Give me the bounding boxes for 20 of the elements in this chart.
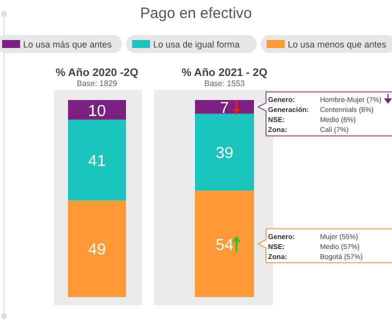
legend-label: Lo usa de igual forma	[153, 40, 240, 50]
x-tick-label: % Año 2020 -2Q	[56, 67, 139, 79]
data-label: 49	[88, 242, 106, 259]
text: Base: 1553	[204, 79, 246, 88]
data-label: 54	[216, 236, 234, 254]
legend-label: Lo usa más que antes	[23, 40, 112, 50]
bar	[68, 100, 126, 120]
data-label: 10	[88, 102, 106, 120]
text: Base: 1829	[76, 79, 118, 88]
bar	[195, 100, 254, 114]
chart-title: Pago en efectivo	[140, 5, 252, 22]
legend-label: Lo usa menos que antes	[288, 40, 387, 50]
bar	[195, 190, 254, 297]
bar	[68, 200, 126, 297]
data-label: 7	[220, 100, 230, 117]
data-label: 39	[216, 145, 234, 162]
bar	[195, 114, 254, 191]
x-tick-label: % Año 2021 - 2Q	[182, 67, 268, 79]
data-label: 41	[88, 153, 106, 170]
bar	[68, 120, 126, 200]
